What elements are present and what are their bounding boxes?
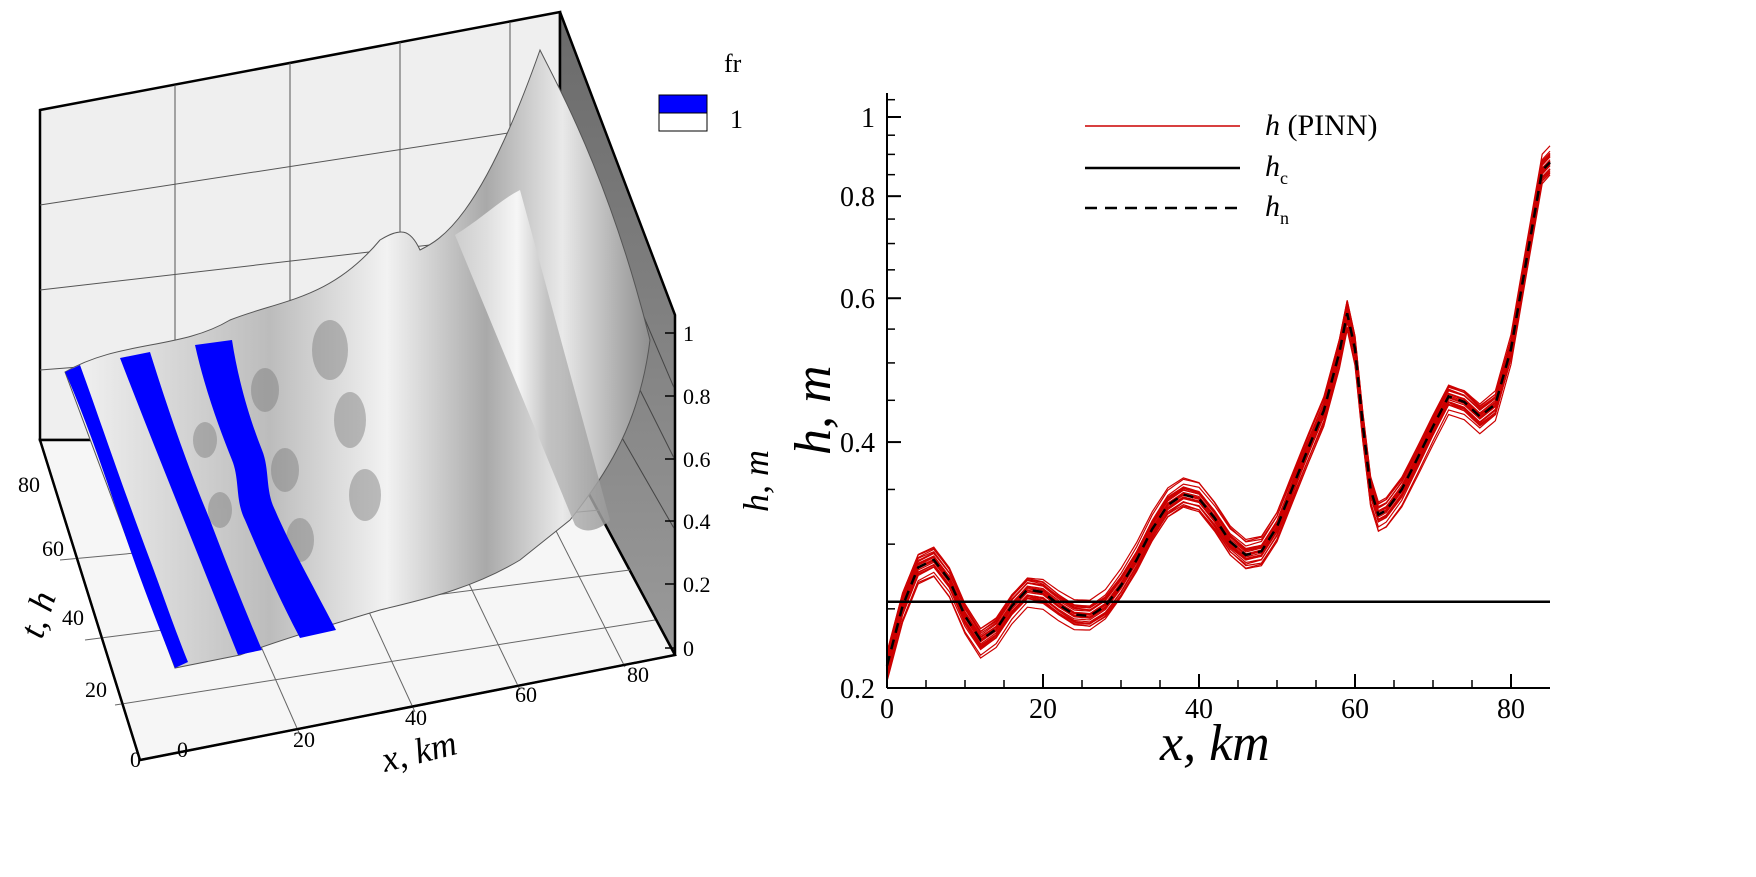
legend-value: 1 [730,105,743,134]
x3d-tick-3: 60 [515,682,537,707]
h-tick-3: 0.6 [683,447,711,472]
surface [64,48,651,669]
x-axis-label: x, km [1159,715,1270,772]
plot-area [885,145,1551,682]
y-tick-label-2: 0.6 [840,284,875,315]
t-tick-0: 0 [130,747,141,772]
x3d-axis-label: x, km [376,723,460,780]
pinn-curve-5 [886,171,1551,670]
y-ticks: 0.2 0.4 0.6 0.8 1 [840,98,901,705]
legend-swatch-blue [658,94,708,114]
legend-swatch-white [658,112,708,132]
y-tick-label-4: 1 [861,103,875,134]
legend-label-hn: hn [1265,190,1289,228]
pinn-curve-18 [886,152,1551,662]
h-axis: 0 0.2 0.4 0.6 0.8 1 h, m [665,315,776,661]
x-tick-label-3: 60 [1341,694,1369,725]
hn-line [885,161,1551,667]
x3d-tick-4: 80 [627,662,649,687]
axes [886,93,1550,689]
t-tick-2: 40 [62,605,84,630]
x-tick-label-0: 0 [880,694,894,725]
pinn-curve-12 [886,161,1551,666]
t-tick-3: 60 [42,536,64,561]
x3d-tick-0: 0 [177,737,188,762]
surface-plot: fr 1 0 0.2 0.4 0.6 0.8 1 h, m [12,10,776,780]
y-tick-label-1: 0.4 [840,428,875,459]
x3d-tick-1: 20 [293,727,315,752]
line-chart: 0.2 0.4 0.6 0.8 1 0 20 40 60 80 h, m x, km h (PI… [785,93,1551,772]
pinn-curve-6 [886,168,1551,672]
legend-title: fr [724,49,742,78]
pinn-curve-7 [886,165,1551,673]
pinn-curve-14 [886,160,1551,662]
y-tick-label-3: 0.8 [840,182,875,213]
t-axis-label: t, h [12,586,64,642]
legend-label-hc: hc [1265,150,1288,188]
x3d-tick-2: 40 [405,705,427,730]
h-tick-4: 0.8 [683,384,711,409]
chart-legend: h (PINN) hc hn [1085,109,1378,228]
pinn-curve-4 [886,172,1551,672]
t-tick-1: 20 [85,677,107,702]
fr-bands [65,340,336,668]
y-tick-label-0: 0.2 [840,674,875,705]
pinn-curve-8 [886,164,1551,672]
x-ticks: 0 20 40 60 80 [880,674,1525,725]
pinn-curve-13 [886,160,1551,664]
legend-label-pinn: h (PINN) [1265,109,1378,142]
h-axis-label: h, m [736,450,776,512]
x-tick-label-2: 40 [1185,694,1213,725]
pinn-curve-23 [886,145,1551,658]
h-tick-5: 1 [683,321,694,346]
pinn-curve-9 [886,164,1551,669]
h-tick-2: 0.4 [683,509,711,534]
h-tick-0: 0 [683,636,694,661]
pinn-curve-16 [886,156,1551,662]
pinn-curve-1 [886,169,1551,682]
pinn-curve-2 [886,168,1551,681]
x-tick-label-1: 20 [1029,694,1057,725]
h-tick-1: 0.2 [683,572,711,597]
pinn-curve-17 [886,153,1551,663]
x-tick-label-4: 80 [1497,694,1525,725]
surface-troughs [193,320,381,562]
pinn-curve-3 [886,170,1551,676]
surface-ridge [455,190,610,531]
fr-legend: fr 1 [658,49,743,134]
t-tick-4: 80 [18,472,40,497]
y-axis-label: h, m [785,365,842,455]
